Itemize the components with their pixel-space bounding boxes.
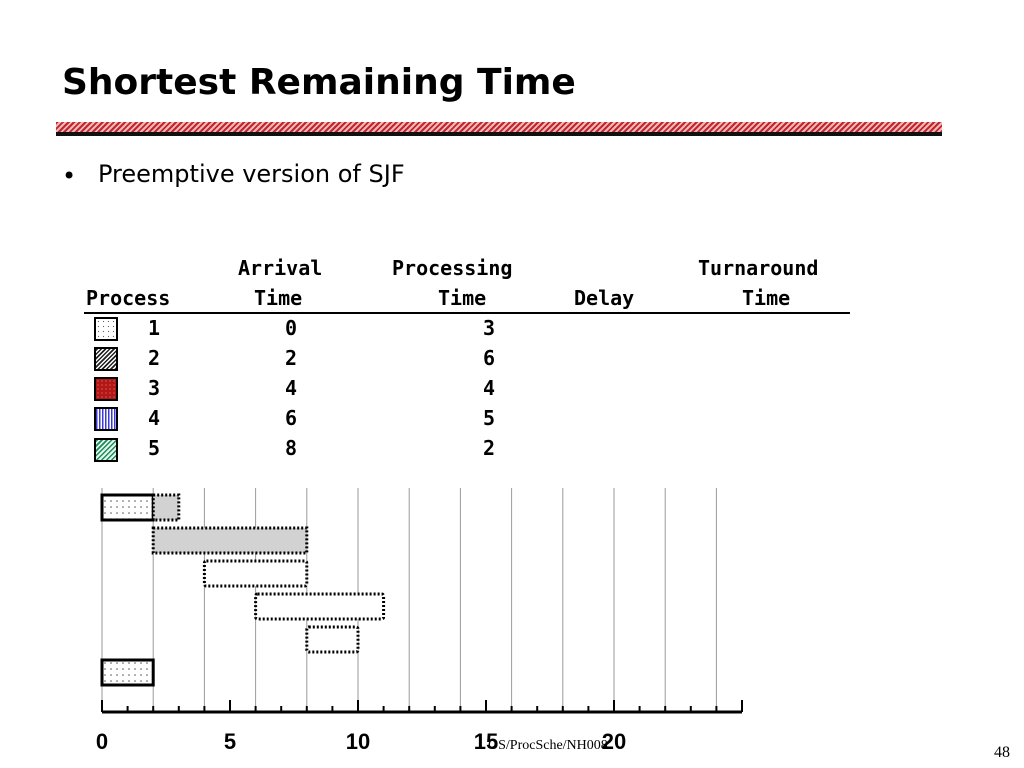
row-1-arrival: 0 [284,316,298,340]
row-1-processing: 3 [482,316,496,340]
header-process: Process [86,286,171,310]
gantt-bar-process-4-seg-0 [254,592,386,621]
process-2-swatch [94,347,118,371]
row-3-process: 3 [147,376,161,400]
bullet-dot: • [62,162,77,190]
header-arrival-top: Arrival [238,256,323,280]
process-3-swatch [94,377,118,401]
process-5-swatch [94,438,118,462]
gantt-bar-process-1-seg-0 [100,658,155,687]
gantt-grid [101,488,717,712]
gantt-bar-process-5-seg-0 [305,625,360,654]
row-2-arrival: 2 [284,346,298,370]
x-tick-label-2: 10 [346,729,370,754]
x-tick-label-4: 20 [602,729,626,754]
header-arrival-bottom: Time [254,286,303,310]
gantt-bar-process-3-seg-0 [202,559,309,588]
header-turnaround-top: Turnaround [698,256,819,280]
row-5-process: 5 [147,436,161,460]
x-tick-label-3: 15 [474,729,498,754]
row-3-arrival: 4 [284,376,298,400]
row-3-processing: 4 [482,376,496,400]
gantt-bar-process-1-seg-1 [151,493,181,522]
row-5-arrival: 8 [284,436,298,460]
process-4-swatch [94,407,118,431]
header-processing-bottom: Time [438,286,487,310]
bullet-text: Preemptive version of SJF [98,160,405,188]
row-4-processing: 5 [482,406,496,430]
x-tick-label-1: 5 [224,729,236,754]
header-delay: Delay [574,286,635,310]
row-4-arrival: 6 [284,406,298,430]
header-processing-top: Processing [392,256,513,280]
gantt-axis: 0 5 10 15 20 [96,700,743,754]
footer-text: OS/ProcSche/NH008 [488,738,608,753]
row-1-process: 1 [147,316,161,340]
row-5-processing: 2 [482,436,496,460]
title-underline-dark [56,132,942,136]
row-4-process: 4 [147,406,161,430]
x-tick-label-0: 0 [96,729,108,754]
title-underline [56,122,942,132]
page-number: 48 [994,744,1010,761]
gantt-bar-process-1-seg-0 [100,493,155,522]
slide-title: Shortest Remaining Time [62,62,576,103]
row-2-processing: 6 [482,346,496,370]
gantt-bar-process-2-seg-0 [151,526,309,555]
header-turnaround-bottom: Time [742,286,791,310]
gantt-bars [100,493,386,687]
row-2-process: 2 [147,346,161,370]
process-1-swatch [94,317,118,341]
table-header-rule [84,312,850,314]
